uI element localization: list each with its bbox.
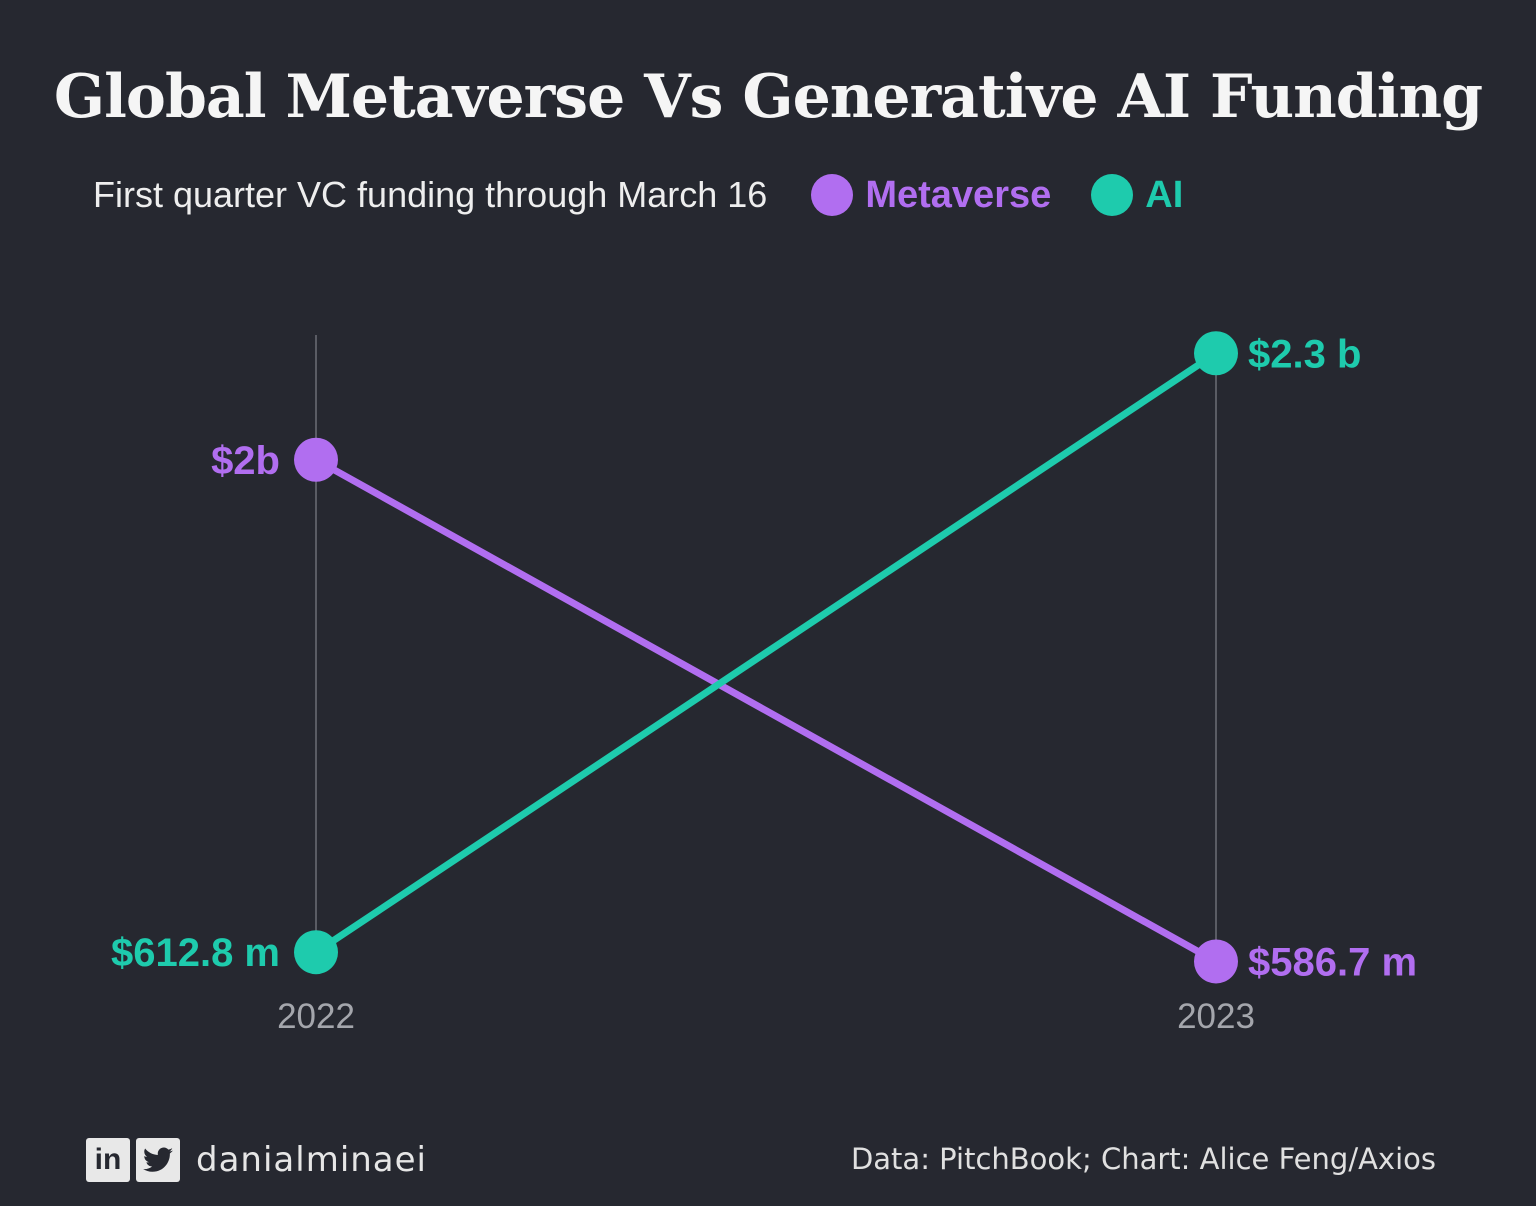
chart-title: Global Metaverse Vs Generative AI Fundin… (53, 62, 1483, 132)
data-point-metaverse-2022 (294, 437, 338, 482)
data-label-ai-2022: $612.8 m (111, 931, 280, 975)
data-point-metaverse-2023 (1194, 939, 1238, 984)
linkedin-icon: in (86, 1138, 130, 1182)
legend-item-metaverse: Metaverse (811, 174, 1051, 217)
source-credit: Data: PitchBook; Chart: Alice Feng/Axios (850, 1142, 1436, 1176)
legend-dot-ai (1091, 174, 1134, 216)
series-line-metaverse (312, 456, 1220, 965)
subtitle-row: First quarter VC funding through March 1… (93, 170, 1223, 220)
legend-item-ai: AI (1091, 174, 1183, 217)
data-label-metaverse-2022: $2b (211, 439, 280, 483)
data-label-ai-2023: $2.3 b (1248, 332, 1361, 376)
legend-dot-metaverse (811, 174, 854, 216)
x-tick-label-2022: 2022 (277, 997, 355, 1036)
data-label-metaverse-2023: $586.7 m (1248, 940, 1417, 984)
chart-subtitle: First quarter VC funding through March 1… (93, 174, 768, 215)
series-line-ai (312, 349, 1220, 956)
twitter-icon (136, 1138, 180, 1182)
data-point-ai-2022 (294, 930, 338, 975)
author-handle: danialminaei (196, 1140, 428, 1180)
data-point-ai-2023 (1194, 331, 1238, 376)
x-tick-label-2023: 2023 (1177, 997, 1255, 1036)
footer-credit: in danialminaei (86, 1138, 427, 1182)
legend-label-metaverse: Metaverse (865, 173, 1052, 216)
legend-label-ai: AI (1145, 173, 1184, 216)
